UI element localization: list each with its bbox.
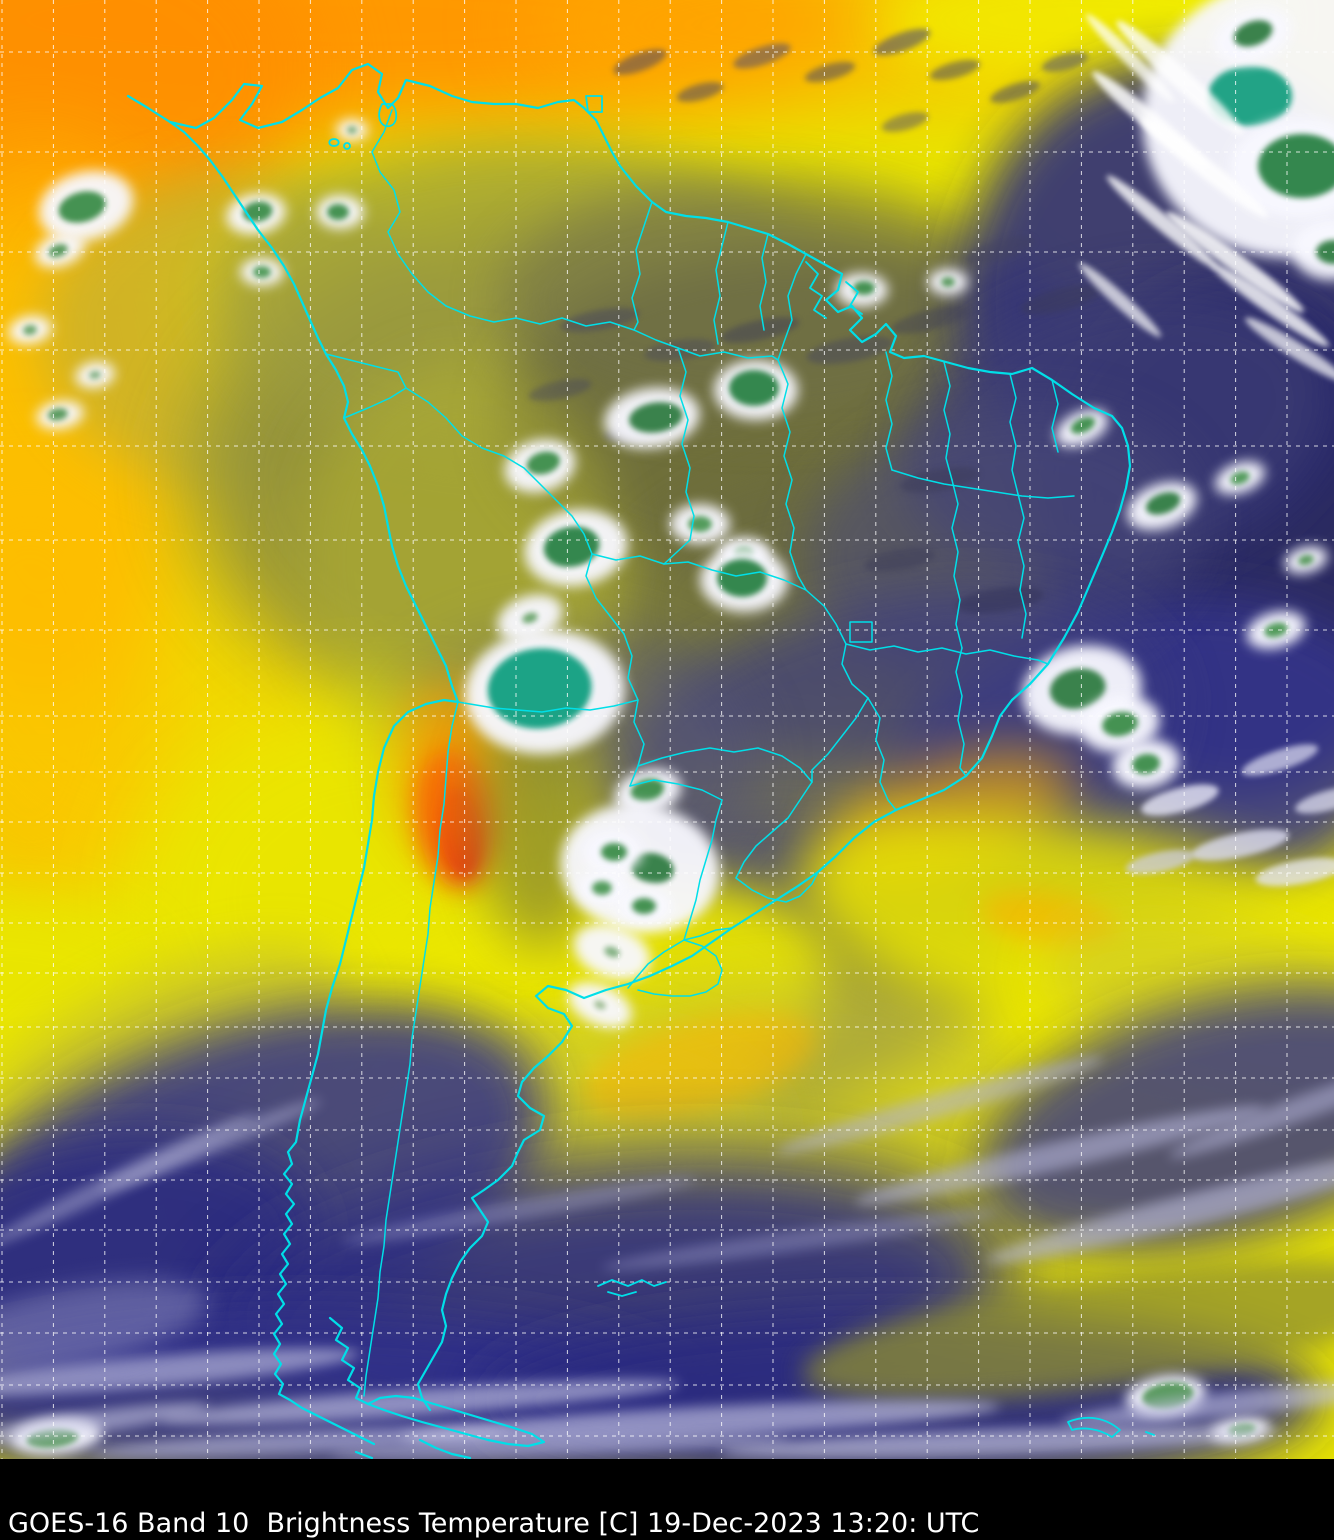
storm-cell	[928, 269, 968, 295]
storm-cell	[1127, 481, 1197, 531]
satellite-map	[0, 0, 1334, 1459]
storm-cell	[582, 830, 642, 874]
caption-text: GOES-16 Band 10 Brightness Temperature […	[8, 1508, 980, 1539]
storm-cell	[1112, 739, 1180, 789]
storm-cell	[1215, 461, 1265, 495]
storm-cell	[1284, 546, 1328, 574]
latlon-grid-layer	[0, 0, 1334, 1459]
storm-cell	[573, 923, 651, 981]
storm-cell	[316, 195, 364, 229]
islands-layer	[328, 95, 1155, 1438]
storm-cell	[616, 888, 672, 924]
storm-cell	[568, 981, 632, 1029]
storm-cell	[836, 273, 888, 307]
caption-bar: GOES-16 Band 10 Brightness Temperature […	[0, 1459, 1334, 1540]
storm-cell	[8, 315, 52, 345]
storm-cell	[578, 870, 630, 906]
storm-cell	[1080, 695, 1160, 753]
storm-clouds-layer	[8, 0, 1334, 1455]
storm-cell	[1213, 7, 1291, 65]
storm-cell	[1055, 409, 1109, 447]
storm-cell	[700, 548, 788, 612]
storm-cell	[240, 258, 284, 286]
storm-cell	[38, 170, 134, 242]
storm-cell	[604, 387, 700, 449]
coastline-layer	[126, 62, 1132, 1459]
storm-cell	[336, 119, 368, 141]
storm-cell	[1246, 610, 1306, 650]
cloud-streaks-layer	[0, 13, 1334, 1459]
country-borders-layer	[325, 109, 1075, 1397]
storm-cell	[1230, 118, 1334, 218]
storm-cell	[670, 504, 730, 544]
storm-cell	[504, 439, 576, 493]
storm-cell	[714, 360, 798, 420]
